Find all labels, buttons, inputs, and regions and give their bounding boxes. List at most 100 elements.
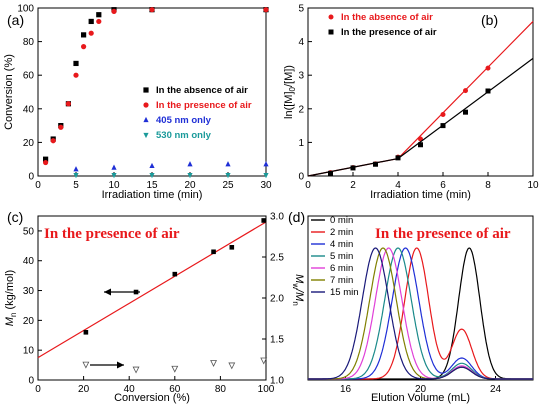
data-point (225, 161, 231, 167)
legend-entry: In the presence of air (341, 27, 437, 38)
series-in-the-presence-of-air (43, 7, 269, 166)
x-tick-label: 25 (222, 180, 234, 191)
y-tick-label: 100 (17, 4, 34, 15)
data-point (43, 159, 49, 166)
panel-d: 16 20 24 Elution Volume (mL) (d) In the prese… (288, 209, 534, 404)
y-tick-label: 2 (298, 104, 304, 115)
panel-label: (d) (288, 209, 305, 225)
data-point (88, 30, 94, 36)
y-axis-label: Conversion (%) (3, 54, 15, 130)
data-point (43, 156, 49, 162)
data-point (261, 218, 267, 223)
x-tick-label: 5 (73, 180, 79, 191)
data-point (111, 8, 117, 14)
data-point (350, 165, 356, 171)
y-tick-label: 3 (298, 71, 304, 82)
y-tick-label: 80 (23, 37, 35, 48)
data-point (463, 88, 468, 94)
y-tick-label: 60 (23, 71, 35, 82)
data-point (172, 271, 178, 277)
x-tick-label: 0 (305, 180, 311, 191)
data-point (263, 161, 269, 167)
data-point (65, 101, 71, 107)
y-tick-label: 0 (28, 376, 34, 387)
data-point (50, 138, 56, 144)
y-tick-label: 0 (28, 172, 34, 183)
legend-entry: In the absence of air (156, 85, 248, 96)
plot-frame (307, 7, 534, 177)
x-tick-label: 24 (490, 384, 502, 395)
data-point (81, 44, 87, 50)
x-tick-label: 80 (215, 384, 227, 395)
y-tick-label: 3.0 (270, 212, 284, 223)
x-tick-label: 4 (395, 180, 401, 191)
data-point (187, 173, 193, 179)
data-point (171, 365, 179, 373)
fit-line (307, 57, 534, 177)
x-axis-label: Elution Volume (mL) (371, 392, 470, 404)
data-point (149, 7, 155, 13)
y-tick-label: 1.5 (270, 335, 284, 346)
data-point (149, 162, 155, 169)
legend-entry: In the presence of air (156, 100, 252, 111)
data-point (395, 155, 401, 161)
data-point (373, 161, 378, 167)
x-tick-label: 16 (340, 384, 352, 395)
panel-label: (b) (481, 12, 498, 28)
y-tick-label: 50 (23, 226, 35, 237)
x-tick-label: 40 (124, 384, 136, 395)
x-tick-label: 60 (169, 384, 181, 395)
x-tick-label: 10 (108, 180, 120, 191)
data-point (132, 366, 140, 374)
legend-entry: In the absence of air (341, 12, 433, 23)
data-point (149, 173, 155, 179)
data-point (211, 249, 216, 255)
y-axis-label: ln([M]0/[M]) (283, 65, 297, 119)
y-tick-label: 20 (23, 316, 35, 327)
legend-entry: 530 nm only (156, 130, 212, 141)
x-tick-label: 8 (485, 180, 491, 191)
legend-entry: 2 min (330, 227, 353, 238)
y-tick-label: 40 (23, 104, 35, 115)
y-tick-label: 4 (298, 37, 304, 48)
data-point (73, 166, 79, 172)
series-dispersity (82, 357, 268, 374)
data-point (81, 32, 87, 38)
x-axis-label: Irradiation time (min) (102, 189, 203, 201)
data-point (111, 173, 117, 179)
trace-line (308, 247, 533, 380)
y-tick-label: 1.0 (270, 376, 284, 387)
data-point (418, 142, 423, 148)
legend-marker (328, 14, 334, 20)
data-point (463, 109, 468, 115)
x-tick-label: 30 (260, 180, 272, 191)
x-tick-label: 2 (350, 180, 356, 191)
fit-line (307, 21, 534, 177)
data-point (73, 173, 79, 179)
x-tick-label: 15 (146, 180, 158, 191)
y-tick-label: 20 (23, 138, 35, 149)
right-axis-arrow (90, 361, 124, 369)
y-tick-label: 0 (298, 172, 304, 183)
data-point (229, 245, 235, 250)
x-tick-label: 100 (258, 384, 275, 395)
y-axis-label: Mn (kg/mol) (4, 270, 18, 326)
data-point (210, 360, 218, 367)
x-tick-label: 10 (527, 180, 539, 191)
data-point (96, 18, 102, 25)
y-tick-label: 2.5 (270, 253, 284, 264)
x-tick-label: 0 (35, 384, 41, 395)
series-15-min (308, 247, 533, 380)
legend-marker (328, 29, 334, 35)
panel-b: 0 2 4 6 8 10 0 1 2 3 4 5 Irradiation time (min) ln([M… (283, 4, 539, 202)
data-point (88, 18, 94, 25)
chart-title: In the presence of air (44, 226, 180, 242)
x-tick-label: 20 (184, 180, 196, 191)
x-tick-label: 20 (415, 384, 427, 395)
y-tick-label: 5 (298, 4, 304, 15)
data-point (485, 88, 491, 94)
data-point (263, 173, 269, 179)
data-point (263, 7, 269, 13)
data-point (328, 170, 333, 176)
